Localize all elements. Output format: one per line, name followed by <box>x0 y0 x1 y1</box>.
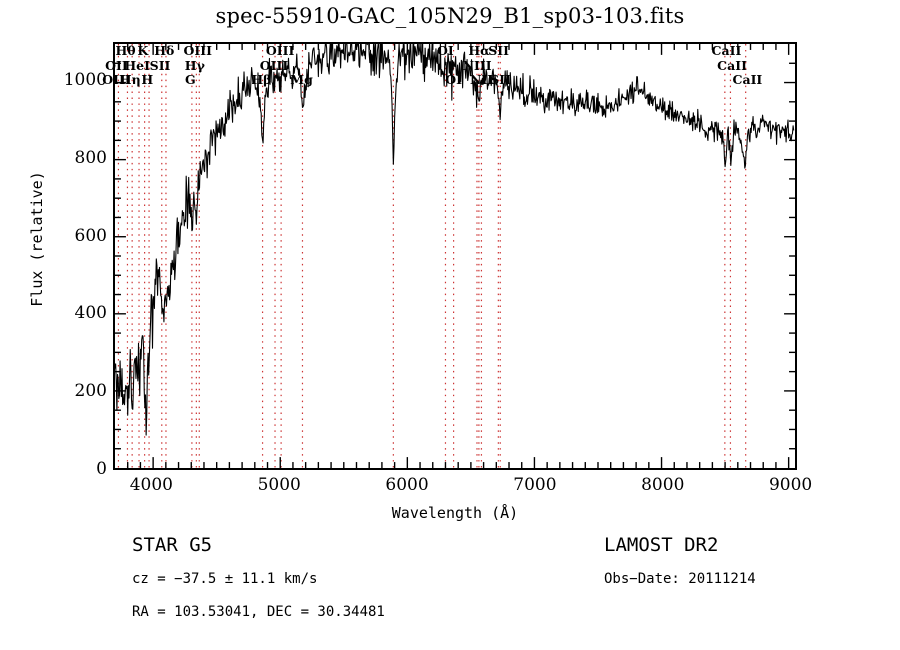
x-axis-tick-labels: 4000 5000 6000 7000 8000 9000 <box>113 475 813 500</box>
axis-ticks <box>115 44 795 468</box>
spectrum-trace <box>115 44 795 436</box>
x-tick-label: 7000 <box>513 475 557 495</box>
spectrum-chart <box>115 44 795 468</box>
y-tick-label: 800 <box>74 147 107 168</box>
y-tick-label: 400 <box>74 303 107 324</box>
x-axis-title: Wavelength (Å) <box>391 504 519 522</box>
coordinates-text: RA = 103.53041, DEC = 30.34481 <box>132 604 385 620</box>
page-title: spec-55910-GAC_105N29_B1_sp03-103.fits <box>215 4 685 28</box>
x-tick-label: 5000 <box>257 475 301 495</box>
redshift-velocity-text: cz = −37.5 ± 11.1 km/s <box>132 571 318 587</box>
x-tick-label: 6000 <box>385 475 429 495</box>
survey-name-text: LAMOST DR2 <box>604 534 719 556</box>
footer-info: STAR G5 cz = −37.5 ± 11.1 km/s RA = 103.… <box>0 530 900 640</box>
y-tick-label: 1000 <box>63 69 107 90</box>
x-tick-label: 9000 <box>768 475 813 495</box>
y-tick-label: 600 <box>74 225 107 246</box>
x-tick-label: 8000 <box>641 475 685 495</box>
y-axis-tick-labels: 0 200 400 600 800 1000 <box>40 42 107 477</box>
plot-area <box>115 44 795 468</box>
line-markers <box>117 44 747 468</box>
obs-date-text: Obs−Date: 20111214 <box>604 571 756 587</box>
object-class-text: STAR G5 <box>132 534 213 556</box>
y-tick-label: 200 <box>74 381 107 402</box>
y-tick-label: 0 <box>96 459 107 479</box>
x-tick-label: 4000 <box>129 475 173 495</box>
plot-frame <box>113 42 797 470</box>
